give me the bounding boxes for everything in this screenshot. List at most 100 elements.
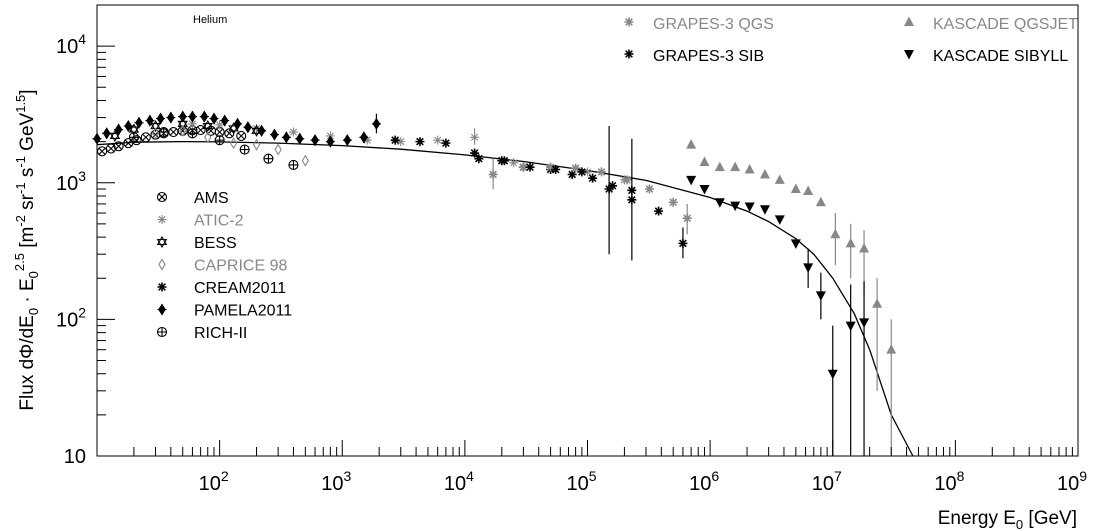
x-tick-label: 103	[321, 468, 351, 495]
data-point	[474, 154, 484, 164]
y-tick-label: 104	[56, 31, 86, 58]
data-point	[123, 120, 133, 133]
legend-label: ATIC-2	[194, 213, 244, 230]
data-point	[187, 110, 197, 123]
data-point	[546, 162, 556, 172]
plot-frame	[96, 4, 1079, 457]
data-point	[699, 185, 710, 195]
legend-marker	[157, 282, 167, 292]
data-point	[105, 143, 117, 154]
data-point	[97, 146, 108, 157]
legend: AMS ATIC-2 BESS CAPRICE 98 CREAM2011 PAMELA20…	[156, 16, 1078, 342]
series-kascade-qgsjet	[686, 139, 897, 456]
data-point	[678, 238, 688, 248]
data-point	[686, 175, 697, 186]
legend-label: KASCADE QGSJET	[933, 16, 1078, 33]
data-point	[774, 174, 785, 184]
data-point	[441, 138, 451, 148]
data-point	[499, 156, 509, 166]
data-point	[654, 206, 664, 216]
data-point	[128, 132, 139, 143]
data-point	[140, 132, 151, 143]
data-point	[243, 121, 253, 134]
data-point	[815, 291, 826, 301]
data-point	[830, 228, 841, 239]
data-point	[281, 131, 291, 144]
data-point	[588, 173, 598, 183]
data-point	[325, 135, 335, 148]
series-pamela2011	[92, 110, 381, 148]
data-point	[470, 148, 480, 158]
data-point	[204, 131, 212, 144]
data-point	[114, 123, 124, 136]
data-point	[886, 344, 897, 354]
legend-label: KASCADE SIBYLL	[933, 48, 1068, 65]
data-point	[390, 135, 400, 145]
series-caprice-98	[151, 124, 309, 167]
data-point	[128, 123, 140, 136]
data-point	[263, 153, 274, 164]
data-point	[288, 127, 298, 137]
data-point	[151, 127, 160, 140]
data-point	[682, 213, 692, 223]
data-point	[396, 137, 406, 147]
data-point	[845, 321, 856, 332]
data-point	[202, 119, 213, 133]
legend-label: PAMELA2011	[194, 303, 292, 320]
data-point	[109, 129, 121, 143]
data-point	[359, 131, 369, 144]
data-point	[257, 124, 267, 137]
y-tick-label: 103	[56, 168, 86, 195]
data-point	[362, 135, 372, 145]
legend-marker	[624, 17, 634, 27]
data-point	[274, 143, 282, 156]
data-point	[252, 138, 261, 151]
data-point	[644, 184, 654, 194]
data-point	[187, 119, 197, 129]
data-point	[134, 116, 144, 129]
x-tick-label: 107	[812, 468, 842, 495]
x-tick-label: 108	[934, 468, 964, 495]
data-point	[509, 158, 519, 168]
data-point	[156, 112, 166, 125]
data-point	[236, 130, 247, 142]
data-point	[310, 134, 320, 147]
data-point	[269, 128, 279, 141]
data-point	[209, 112, 219, 125]
data-point	[622, 175, 632, 185]
legend-marker	[904, 16, 914, 26]
data-point	[166, 111, 176, 124]
legend-marker	[156, 235, 168, 249]
data-point	[744, 202, 755, 213]
data-point	[239, 144, 250, 155]
data-point	[577, 167, 587, 177]
plot-area	[92, 110, 914, 457]
data-point	[179, 124, 187, 137]
data-point	[371, 117, 381, 130]
series-grapes-3-qgs	[488, 158, 692, 235]
legend-marker	[156, 326, 168, 338]
data-point	[102, 127, 112, 140]
data-point	[145, 114, 155, 127]
data-point	[759, 205, 770, 215]
data-point	[199, 110, 209, 123]
data-point	[158, 127, 169, 138]
data-point	[168, 127, 179, 138]
fit-curve	[96, 140, 914, 457]
data-point	[233, 117, 243, 130]
y-axis-label: Flux dΦ/dE0 · E02.5 [m-2 sr-1 s-1 GeV1.5…	[12, 89, 41, 410]
x-tick-label: 106	[689, 468, 719, 495]
data-point	[113, 141, 124, 152]
legend-label: CAPRICE 98	[194, 258, 287, 275]
legend-label: BESS	[194, 235, 237, 252]
legend-label: CREAM2011	[194, 280, 286, 297]
data-point	[774, 215, 785, 225]
data-point	[872, 298, 883, 308]
data-point	[583, 167, 592, 177]
data-point	[744, 164, 755, 174]
legend-marker	[157, 215, 167, 224]
data-point	[845, 237, 856, 248]
data-point	[714, 198, 725, 208]
x-axis-label: Energy E0 [GeV]	[938, 508, 1077, 531]
